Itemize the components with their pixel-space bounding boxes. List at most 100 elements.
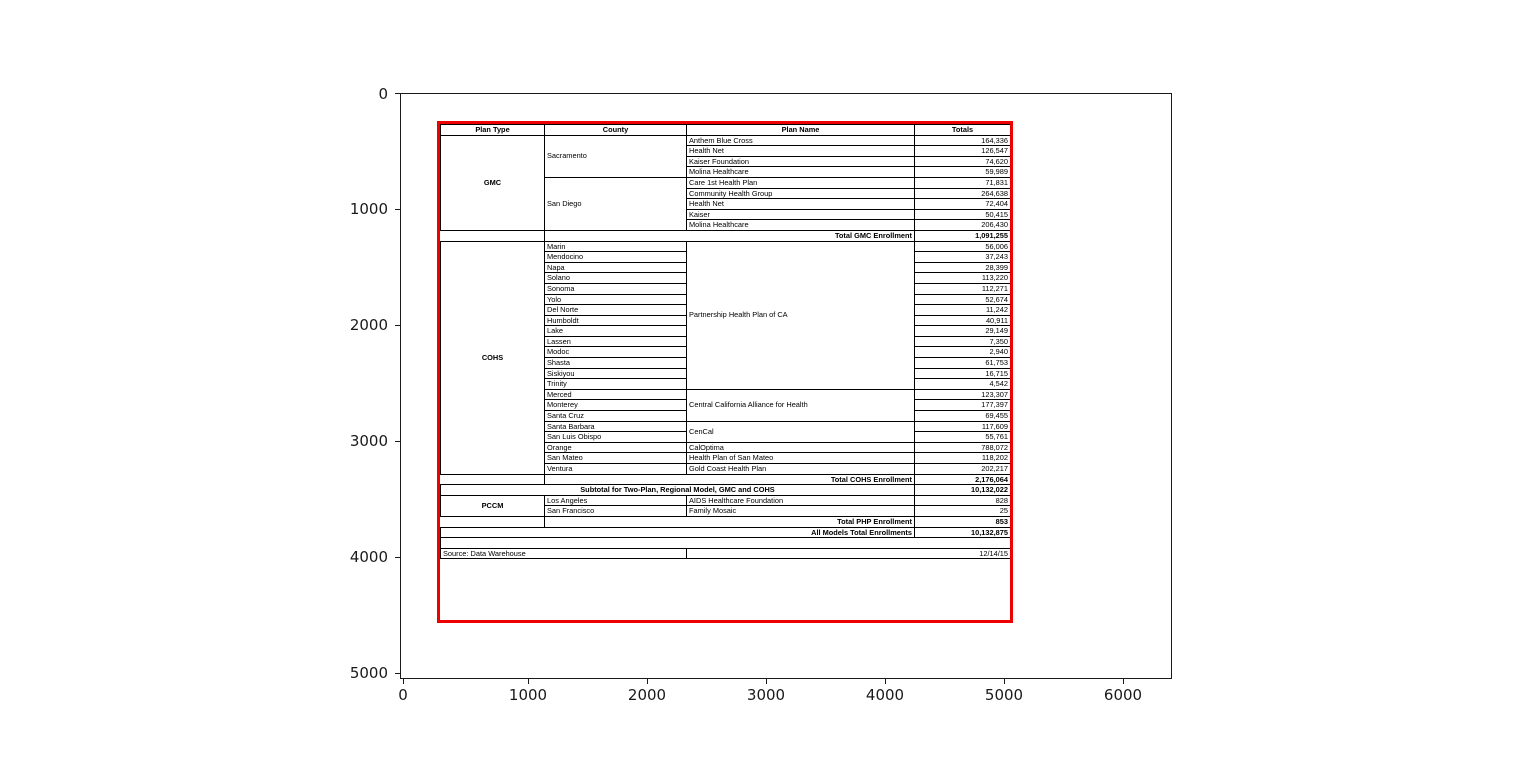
plan-name: CenCal (686, 420, 915, 443)
plan-total: 7,350 (914, 335, 1011, 348)
total-row-gmc: Total GMC Enrollment 1,091,255 (441, 229, 1011, 242)
plan-name: Family Mosaic (686, 505, 915, 517)
county-name: Napa (544, 261, 687, 274)
county-name: Santa Cruz (544, 410, 687, 422)
total-row-php: Total PHP Enrollment 853 (441, 515, 1011, 528)
plan-total: 29,149 (914, 325, 1011, 337)
county-san-diego: San Diego (544, 176, 687, 231)
plan-name: Central California Alliance for Health (686, 388, 915, 422)
plan-total: 206,430 (914, 219, 1011, 231)
grand-total-label: All Models Total Enrollments (440, 526, 915, 539)
plan-total: 52,674 (914, 293, 1011, 306)
grand-total-row: All Models Total Enrollments 10,132,875 (440, 526, 1011, 539)
plan-total: 788,072 (914, 441, 1011, 454)
plan-total: 40,911 (914, 314, 1011, 327)
table-row: Solano 113,220 (441, 272, 1011, 284)
plan-total: 4,542 (914, 378, 1011, 390)
county-name: Humboldt (544, 314, 687, 327)
table-row: Yolo 52,674 (441, 293, 1011, 306)
table-row: Merced Central California Alliance for H… (441, 388, 1011, 422)
plan-total: 28,399 (914, 261, 1011, 274)
x-tick-0: 0 (398, 686, 408, 704)
y-tick-5000: 5000 (349, 664, 388, 682)
county-name: Sonoma (544, 282, 687, 295)
county-name: Los Angeles (544, 494, 687, 507)
table-row: COHS Marin Partnership Health Plan of CA… (440, 240, 1011, 475)
plan-total: 118,202 (914, 452, 1011, 464)
county-name: Merced (544, 388, 687, 401)
plan-name: Community Health Group (686, 187, 915, 200)
plan-total: 25 (914, 505, 1011, 517)
total-label: Total PHP Enrollment (544, 515, 915, 528)
subtotal-label: Subtotal for Two-Plan, Regional Model, G… (440, 484, 915, 496)
x-tick-2000: 2000 (627, 686, 667, 704)
y-tick-0: 0 (378, 85, 388, 103)
plan-name: Partnership Health Plan of CA (686, 240, 915, 390)
plan-name: Molina Healthcare (686, 166, 915, 178)
plan-name: Molina Healthcare (686, 219, 915, 231)
county-name: Orange (544, 441, 687, 454)
plan-name: Health Net (686, 145, 915, 157)
plan-total: 59,989 (914, 166, 1011, 178)
plan-total: 112,271 (914, 282, 1011, 295)
x-tick-1000: 1000 (508, 686, 548, 704)
county-name: San Francisco (544, 505, 687, 517)
plan-type-gmc: GMC (440, 134, 545, 231)
county-name: Monterey (544, 399, 687, 412)
table-row: Lake 29,149 (441, 325, 1011, 337)
plan-total: 828 (914, 494, 1011, 507)
county-name: Shasta (544, 357, 687, 369)
county-name: Yolo (544, 293, 687, 306)
plan-total: 202,217 (914, 463, 1011, 475)
col-header-plan-name: Plan Name (686, 124, 915, 136)
plan-total: 50,415 (914, 208, 1011, 221)
total-label: Total GMC Enrollment (544, 229, 915, 242)
county-name: Ventura (544, 463, 687, 475)
county-name: Del Norte (544, 304, 687, 316)
y-tick-1000: 1000 (349, 200, 388, 218)
table-row: Trinity 4,542 (441, 378, 1011, 390)
plan-type-pccm: PCCM (440, 494, 545, 517)
report-table: Plan Type County Plan Name Totals GMC Sa… (440, 124, 1011, 560)
plan-total: 117,609 (914, 420, 1011, 433)
county-name: Marin (544, 240, 687, 253)
y-tick-2000: 2000 (349, 316, 388, 334)
county-name: Lassen (544, 335, 687, 348)
x-tick-4000: 4000 (865, 686, 905, 704)
plan-total: 164,336 (914, 134, 1011, 147)
total-value: 853 (914, 515, 1011, 528)
col-header-county: County (544, 124, 687, 136)
enrollment-report-table: Plan Type County Plan Name Totals GMC Sa… (440, 124, 1011, 620)
plan-name: Anthem Blue Cross (686, 134, 915, 147)
plan-total: 71,831 (914, 176, 1011, 189)
x-tick-3000: 3000 (746, 686, 786, 704)
table-row: Mendocino 37,243 (441, 251, 1011, 263)
plan-total: 56,006 (914, 240, 1011, 253)
plan-total: 74,620 (914, 155, 1011, 168)
plan-name: Health Plan of San Mateo (686, 452, 915, 464)
county-name: Siskiyou (544, 367, 687, 380)
county-name: Santa Barbara (544, 420, 687, 433)
col-header-totals: Totals (914, 124, 1011, 136)
county-name: Mendocino (544, 251, 687, 263)
plan-total: 37,243 (914, 251, 1011, 263)
x-tick-6000: 6000 (1103, 686, 1143, 704)
plan-total: 55,761 (914, 431, 1011, 443)
plan-type-cohs: COHS (440, 240, 545, 475)
county-name: San Luis Obispo (544, 431, 687, 443)
table-row: PCCM Los Angeles AIDS Healthcare Foundat… (440, 494, 1011, 517)
plan-total: 113,220 (914, 272, 1011, 284)
total-label: Total COHS Enrollment (544, 473, 915, 486)
table-row: Ventura Gold Coast Health Plan 202,217 (441, 463, 1011, 475)
x-tick-5000: 5000 (984, 686, 1024, 704)
plan-total: 126,547 (914, 145, 1011, 157)
county-name: Trinity (544, 378, 687, 390)
plan-total: 2,940 (914, 346, 1011, 359)
y-tick-4000: 4000 (349, 548, 388, 566)
footer-source: Source: Data Warehouse (440, 547, 687, 560)
plan-name: Health Net (686, 198, 915, 210)
table-row: Monterey 177,397 (441, 399, 1011, 412)
county-name: Lake (544, 325, 687, 337)
table-row: Humboldt 40,911 (441, 314, 1011, 327)
